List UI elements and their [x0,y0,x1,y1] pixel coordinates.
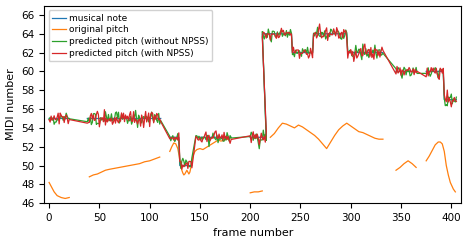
predicted pitch (without NPSS) [49,119,55,122]
predicted pitch (with NPSS) [222,137,228,140]
predicted pitch (without NPSS) [169,136,175,139]
predicted pitch (with NPSS) [453,100,459,103]
predicted pitch (with NPSS) [49,119,55,122]
predicted pitch (with NPSS) [169,136,175,139]
predicted pitch (with NPSS) [179,168,185,171]
musical note [46,117,52,120]
original pitch [308,131,314,134]
Legend: musical note, original pitch, predicted pitch (without NPSS), predicted pitch (w: musical note, original pitch, predicted … [49,10,212,61]
musical note [453,98,459,101]
predicted pitch (without NPSS) [315,26,321,29]
musical note [213,136,219,139]
Line: predicted pitch (without NPSS): predicted pitch (without NPSS) [49,27,456,168]
predicted pitch (with NPSS) [149,111,154,114]
predicted pitch (with NPSS) [317,22,322,25]
predicted pitch (without NPSS) [453,96,459,99]
musical note [256,136,261,139]
musical note [410,70,416,73]
original pitch [112,167,117,170]
predicted pitch (without NPSS) [117,122,122,124]
Line: predicted pitch (with NPSS): predicted pitch (with NPSS) [49,24,456,169]
Line: musical note: musical note [49,34,456,165]
original pitch [360,131,366,134]
predicted pitch (without NPSS) [222,136,228,139]
original pitch [178,164,183,167]
predicted pitch (with NPSS) [117,117,122,120]
original pitch [453,190,458,193]
Y-axis label: MIDI number: MIDI number [6,69,15,140]
predicted pitch (without NPSS) [178,167,183,170]
Line: original pitch: original pitch [49,123,455,198]
musical note [263,32,269,35]
predicted pitch (without NPSS) [46,118,52,121]
original pitch [192,150,197,153]
predicted pitch (without NPSS) [300,47,305,50]
original pitch [179,169,185,172]
musical note [255,136,260,139]
predicted pitch (with NPSS) [46,118,52,121]
predicted pitch (with NPSS) [300,52,305,55]
predicted pitch (without NPSS) [149,111,154,113]
X-axis label: frame number: frame number [212,228,293,238]
original pitch [46,181,52,184]
